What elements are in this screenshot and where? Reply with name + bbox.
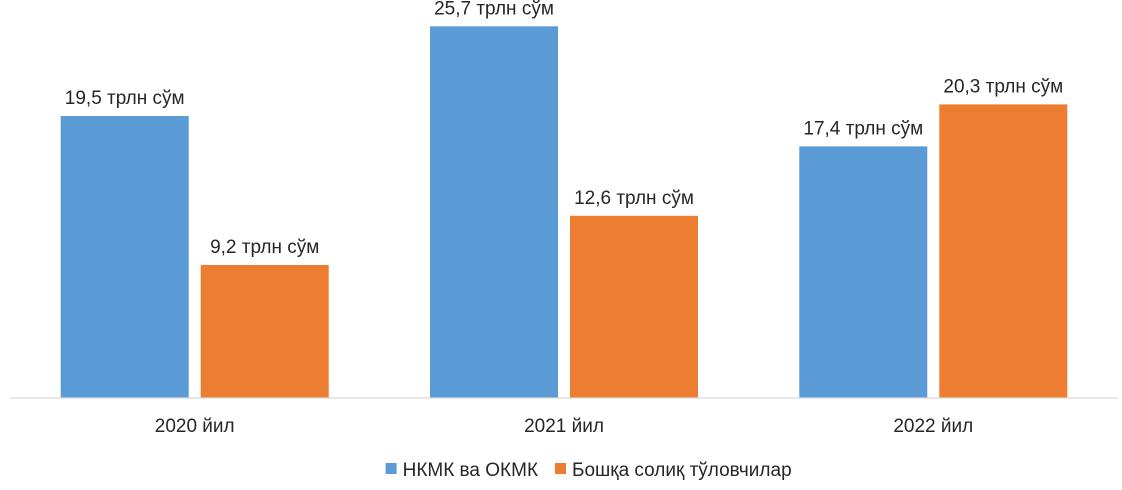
data-label-s0-c2: 17,4 трлн сўм <box>803 118 923 139</box>
x-tick-label-1: 2021 йил <box>524 416 604 437</box>
legend-label-1: Бошқа солиқ тўловчилар <box>572 460 792 481</box>
data-label-s1-c0: 9,2 трлн сўм <box>210 237 319 258</box>
data-labels-layer: 19,5 трлн сўм 9,2 трлн сўм 25,7 трлн сўм 12… <box>65 0 1063 258</box>
legend-swatch-0 <box>385 463 397 474</box>
bar-s1-c2 <box>939 104 1068 399</box>
x-axis: 2020 йил 2021 йил 2022 йил <box>10 397 1118 437</box>
data-label-s1-c1: 12,6 трлн сўм <box>574 188 694 209</box>
data-label-s0-c0: 19,5 трлн сўм <box>65 88 185 109</box>
legend-label-0: НКМК ва ОКМК <box>403 460 538 481</box>
data-label-s1-c2: 20,3 трлн сўм <box>943 76 1063 97</box>
bar-s0-c0 <box>60 116 189 398</box>
bar-s0-c2 <box>799 146 928 398</box>
x-tick-label-0: 2020 йил <box>155 416 235 437</box>
bars-layer <box>60 26 1068 399</box>
data-label-s0-c1: 25,7 трлн сўм <box>434 0 554 19</box>
x-tick-label-2: 2022 йил <box>893 416 973 437</box>
bar-s1-c1 <box>570 215 698 398</box>
legend-swatch-1 <box>555 463 566 474</box>
bar-s1-c0 <box>200 265 329 398</box>
bar-s0-c1 <box>430 26 558 399</box>
legend: НКМК ва ОКМК Бошқа солиқ тўловчилар <box>385 460 792 481</box>
